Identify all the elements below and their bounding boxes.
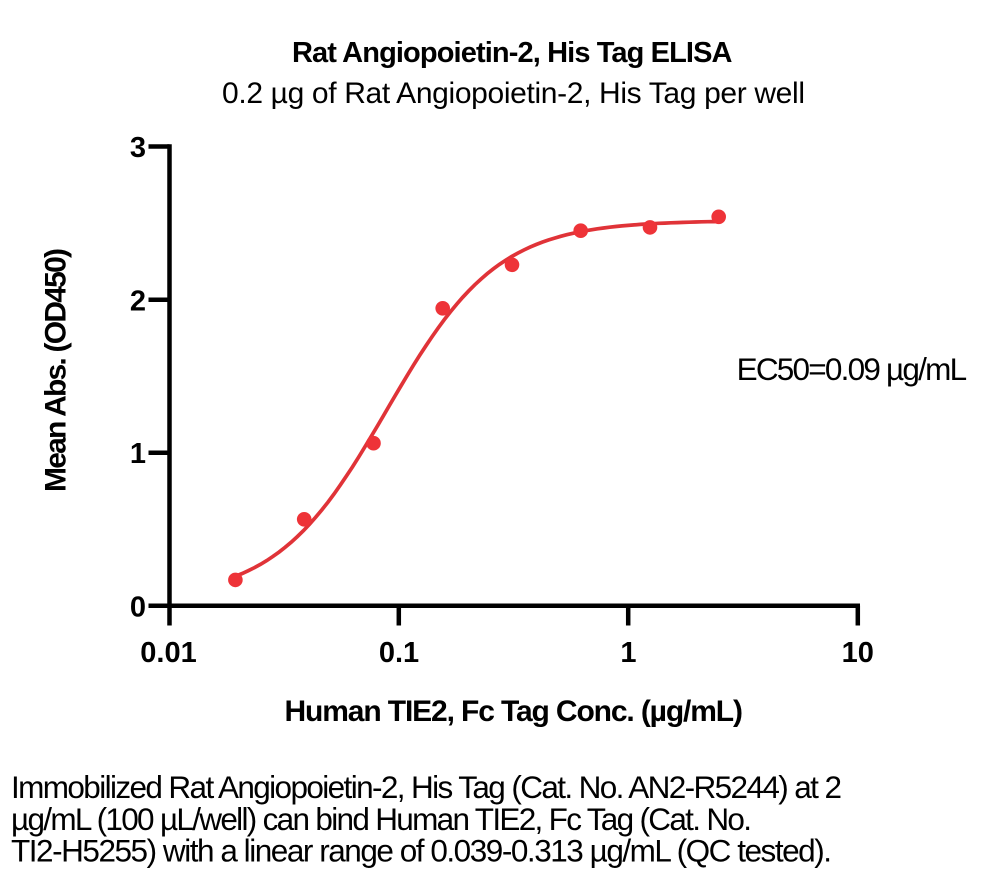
svg-text:10: 10 — [842, 637, 874, 669]
svg-text:0.01: 0.01 — [140, 637, 196, 669]
svg-text:1: 1 — [130, 438, 146, 470]
svg-text:TI2-H5255) with a linear range: TI2-H5255) with a linear range of 0.039-… — [11, 833, 832, 869]
svg-text:Immobilized Rat Angiopoietin-2: Immobilized Rat Angiopoietin-2, His Tag … — [11, 769, 842, 805]
svg-text:0.2 µg of Rat Angiopoietin-2,: 0.2 µg of Rat Angiopoietin-2, His Tag pe… — [222, 77, 805, 110]
svg-text:0: 0 — [130, 591, 146, 623]
svg-text:Mean Abs. (OD450): Mean Abs. (OD450) — [40, 248, 73, 492]
svg-text:µg/mL (100 µL/well) can bind H: µg/mL (100 µL/well) can bind Human TIE2,… — [11, 801, 752, 837]
svg-text:EC50=0.09 µg/mL: EC50=0.09 µg/mL — [737, 351, 968, 387]
svg-text:0.1: 0.1 — [379, 637, 419, 669]
svg-text:3: 3 — [130, 132, 146, 164]
svg-text:1: 1 — [620, 637, 636, 669]
svg-text:2: 2 — [130, 285, 146, 317]
svg-text:Human TIE2, Fc Tag Conc. (µg/m: Human TIE2, Fc Tag Conc. (µg/mL) — [285, 695, 744, 728]
svg-text:Rat Angiopoietin-2, His Tag EL: Rat Angiopoietin-2, His Tag ELISA — [292, 37, 733, 69]
